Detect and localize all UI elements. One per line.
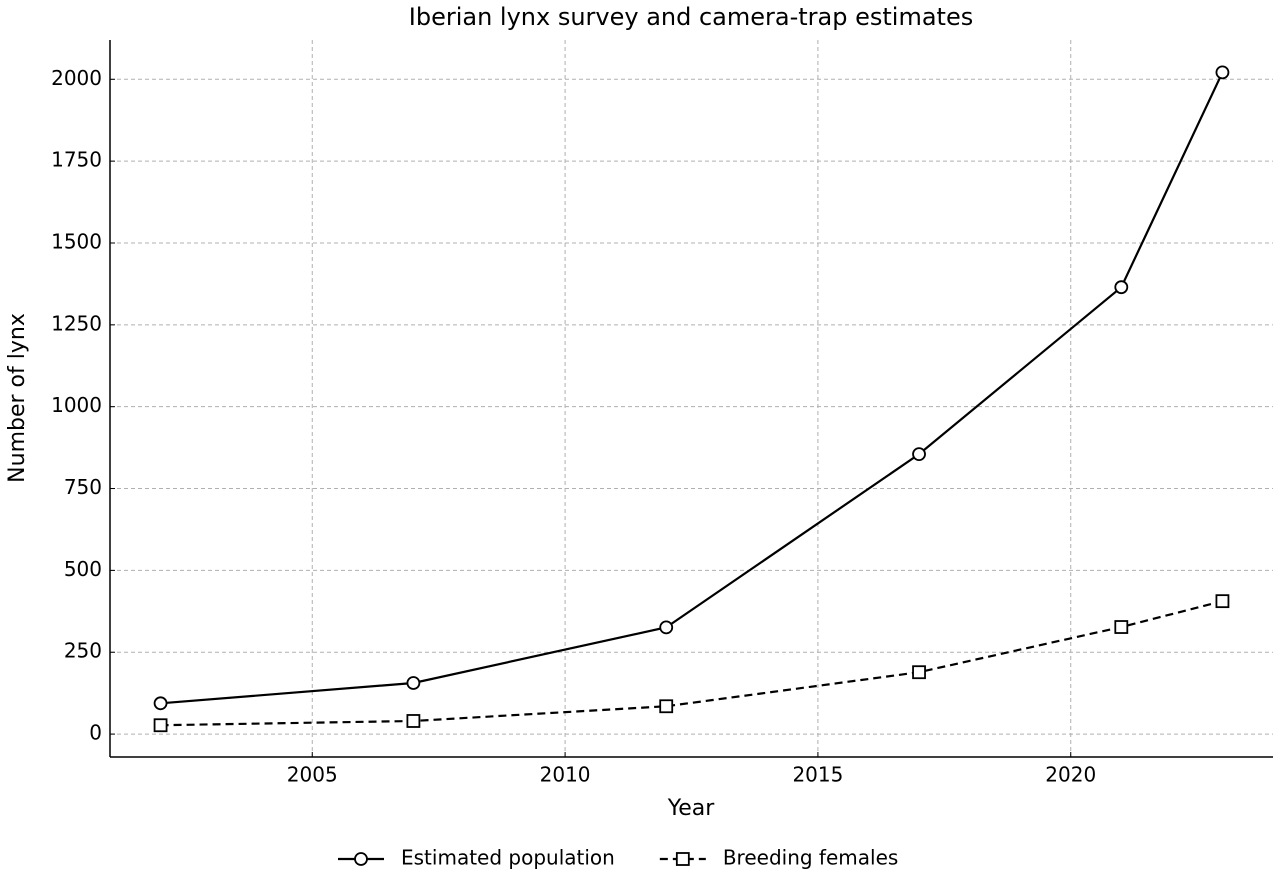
marker <box>406 676 421 690</box>
y-tick-label: 500 <box>64 557 102 581</box>
x-tick-label: 2020 <box>1045 763 1096 787</box>
legend-marker <box>354 852 368 866</box>
marker <box>153 718 168 733</box>
marker <box>1114 620 1129 634</box>
marker <box>1215 594 1230 609</box>
y-tick-label: 2000 <box>51 66 102 90</box>
series-line <box>160 71 1224 705</box>
marker <box>912 665 926 680</box>
chart-title: Iberian lynx survey and camera-trap esti… <box>409 3 973 31</box>
y-tick-label: 1250 <box>51 311 102 335</box>
x-tick-label: 2015 <box>792 763 843 787</box>
marker <box>406 714 421 728</box>
x-tick-label: 2010 <box>540 763 591 787</box>
x-axis-label: Year <box>667 796 716 821</box>
legend-label: Breeding females <box>723 846 898 870</box>
marker <box>659 620 674 635</box>
y-tick-label: 0 <box>89 721 102 745</box>
y-tick-label: 1000 <box>51 393 102 417</box>
x-tick-label: 2005 <box>287 763 338 787</box>
marker <box>659 699 674 714</box>
y-tick-label: 750 <box>64 475 102 499</box>
marker <box>1215 65 1230 80</box>
y-tick-label: 250 <box>64 639 102 663</box>
y-tick-label: 1750 <box>51 148 102 172</box>
marker <box>153 696 168 711</box>
legend-label: Estimated population <box>401 846 615 870</box>
y-axis-label: Number of lynx <box>5 313 30 483</box>
series-line <box>160 600 1223 727</box>
marker <box>1114 280 1129 295</box>
legend-marker <box>675 852 690 866</box>
marker <box>912 447 926 462</box>
y-tick-label: 1500 <box>51 229 102 253</box>
